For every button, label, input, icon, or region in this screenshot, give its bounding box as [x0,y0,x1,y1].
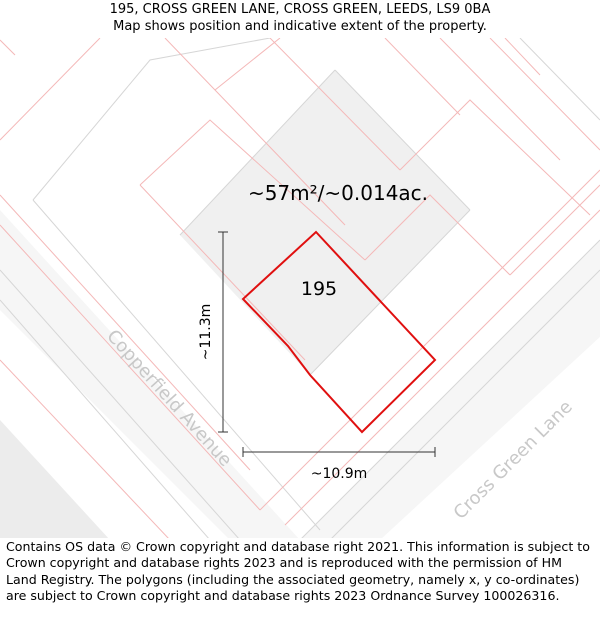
property-boundary[interactable] [241,230,437,434]
height-dimension [218,231,228,433]
height-label: ~11.3m [198,304,214,361]
map-canvas: ~57m²/~0.014ac. 195 ~11.3m ~10.9m Copper… [0,38,600,538]
corner-building [0,420,109,538]
width-label: ~10.9m [311,466,368,482]
property-map[interactable]: ~57m²/~0.014ac. 195 ~11.3m ~10.9m Copper… [0,38,600,538]
area-label: ~57m²/~0.014ac. [248,181,428,205]
property-address: 195, CROSS GREEN LANE, CROSS GREEN, LEED… [109,2,491,17]
parcel-outlines [0,38,600,538]
map-subtitle: Map shows position and indicative extent… [113,19,487,34]
parcel-lines [0,38,600,538]
plot-number-label: 195 [301,278,337,300]
width-dimension [242,447,436,457]
map-header: 195, CROSS GREEN LANE, CROSS GREEN, LEED… [0,0,600,39]
copperfield-avenue-road [0,210,299,538]
building-block [180,70,470,375]
copyright-notice: Contains OS data © Crown copyright and d… [6,539,590,603]
